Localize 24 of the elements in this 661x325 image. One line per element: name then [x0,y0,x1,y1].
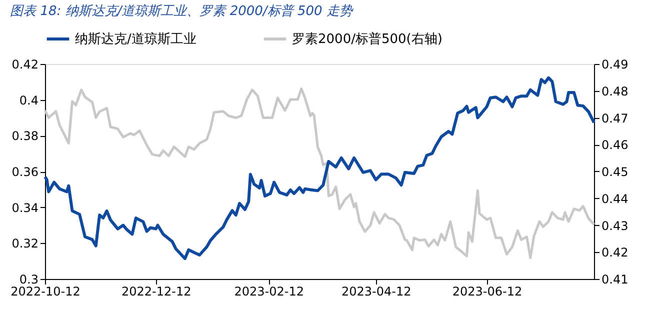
y2-tick-label: 0.47 [602,111,628,126]
y-tick-label: 0.3 [19,272,38,286]
y-tick-label: 0.32 [12,236,38,251]
y-tick-label: 0.34 [12,200,38,215]
y2-tick-label: 0.43 [602,218,628,233]
y2-tick-label: 0.44 [602,192,628,206]
y2-tick-label: 0.49 [602,58,628,72]
chart-title: 图表 18: 纳斯达克/道琼斯工业、罗素 2000/标普 500 走势 [10,3,354,19]
y-tick-label: 0.36 [12,165,38,179]
legend-label: 纳斯达克/道琼斯工业 [75,31,196,47]
y2-tick-label: 0.42 [602,246,628,260]
y2-tick-label: 0.41 [602,272,628,286]
y-tick-label: 0.42 [12,58,38,72]
legend-label: 罗素2000/标普500(右轴) [292,31,442,47]
y2-tick-label: 0.46 [602,138,628,152]
x-tick-label: 2023-04-12 [341,284,412,298]
y2-tick-label: 0.48 [602,84,628,98]
x-tick-label: 2023-02-12 [234,284,304,298]
y-tick-label: 0.38 [12,129,38,144]
x-tick-label: 2022-10-12 [10,284,80,298]
y-tick-label: 0.4 [19,93,38,108]
x-tick-label: 2023-06-12 [452,284,522,298]
x-tick-label: 2022-12-12 [122,284,192,298]
y2-tick-label: 0.45 [602,165,628,179]
